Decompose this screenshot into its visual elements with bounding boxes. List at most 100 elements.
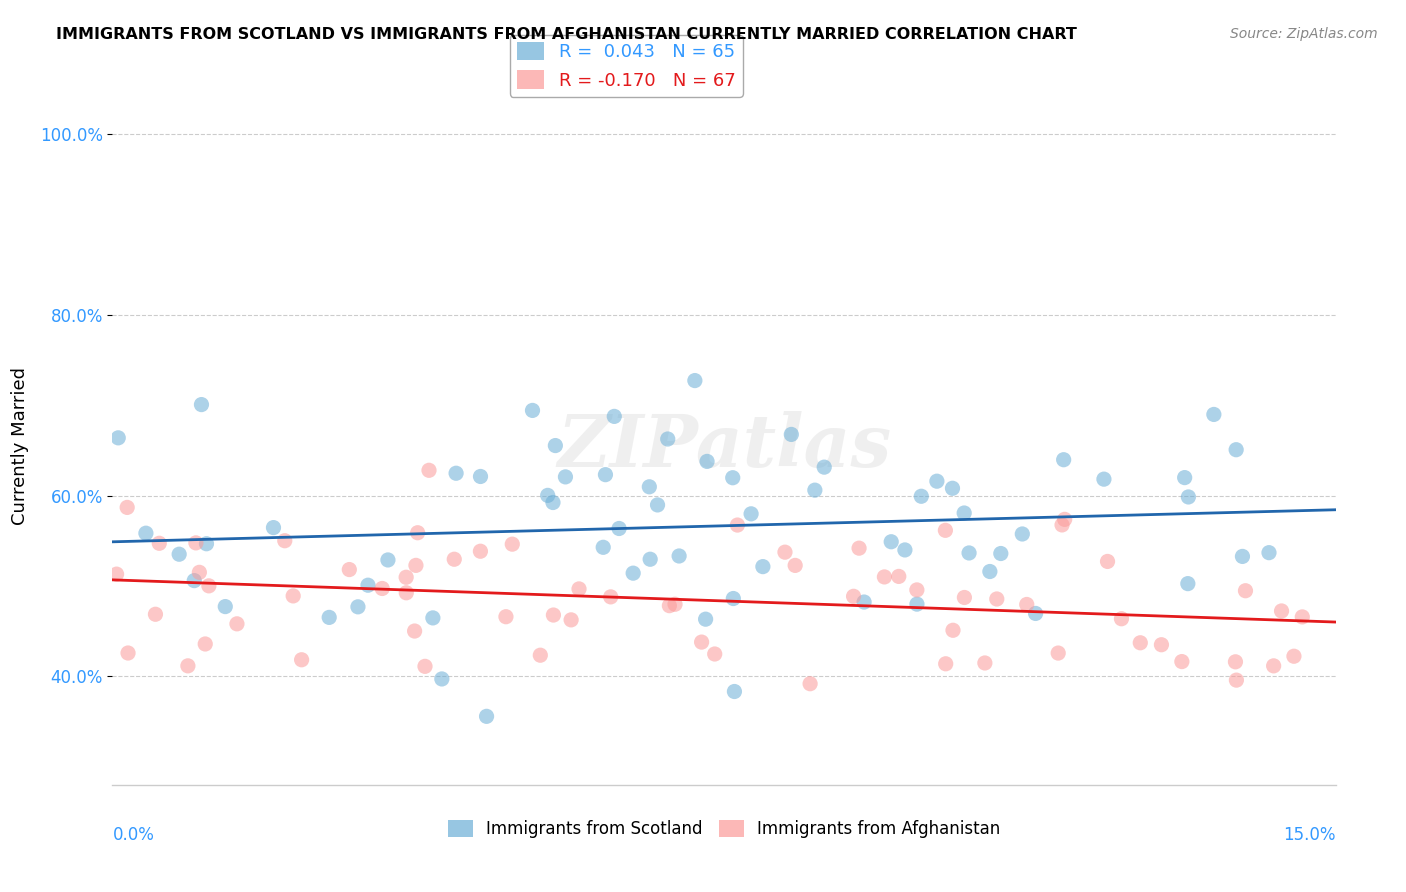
Afghanistan xyxy=(599,590,621,604)
Scotland xyxy=(107,431,129,445)
Scotland xyxy=(740,507,762,521)
Scotland xyxy=(696,454,718,468)
Scotland xyxy=(621,566,644,581)
Scotland xyxy=(723,591,745,606)
Afghanistan xyxy=(1291,610,1313,624)
Text: Source: ZipAtlas.com: Source: ZipAtlas.com xyxy=(1230,27,1378,41)
Afghanistan xyxy=(115,500,138,515)
Scotland xyxy=(167,547,190,561)
Afghanistan xyxy=(1270,604,1292,618)
Scotland xyxy=(1092,472,1115,486)
Afghanistan xyxy=(529,648,551,663)
Scotland xyxy=(813,460,835,475)
Afghanistan xyxy=(773,545,796,559)
Afghanistan xyxy=(404,624,426,638)
Scotland xyxy=(1177,490,1199,504)
Scotland xyxy=(668,549,690,563)
Afghanistan xyxy=(986,592,1008,607)
Scotland xyxy=(638,552,661,566)
Afghanistan xyxy=(935,657,957,671)
Afghanistan xyxy=(274,533,297,548)
Scotland xyxy=(190,398,212,412)
Afghanistan xyxy=(543,608,565,623)
Afghanistan xyxy=(560,613,582,627)
Scotland xyxy=(925,474,948,488)
Scotland xyxy=(1053,452,1076,467)
Scotland xyxy=(990,547,1012,561)
Afghanistan xyxy=(188,566,211,580)
Scotland xyxy=(607,521,630,535)
Scotland xyxy=(941,481,963,495)
Afghanistan xyxy=(291,653,314,667)
Scotland xyxy=(695,612,717,626)
Scotland xyxy=(1225,442,1247,457)
Scotland xyxy=(953,506,976,520)
Afghanistan xyxy=(953,591,976,605)
Afghanistan xyxy=(501,537,523,551)
Scotland xyxy=(804,483,827,498)
Legend: Immigrants from Scotland, Immigrants from Afghanistan: Immigrants from Scotland, Immigrants fro… xyxy=(441,813,1007,845)
Afghanistan xyxy=(799,676,821,690)
Scotland xyxy=(1202,408,1225,422)
Scotland xyxy=(1258,546,1281,560)
Afghanistan xyxy=(842,590,865,604)
Text: ZIPatlas: ZIPatlas xyxy=(557,410,891,482)
Afghanistan xyxy=(418,463,440,477)
Scotland xyxy=(1174,470,1197,484)
Afghanistan xyxy=(405,558,427,573)
Afghanistan xyxy=(337,563,360,577)
Afghanistan xyxy=(1111,612,1133,626)
Scotland xyxy=(430,672,453,686)
Afghanistan xyxy=(905,582,928,597)
Afghanistan xyxy=(395,570,418,584)
Scotland xyxy=(683,374,706,388)
Scotland xyxy=(894,543,917,558)
Afghanistan xyxy=(177,658,200,673)
Scotland xyxy=(522,403,544,417)
Afghanistan xyxy=(145,607,167,622)
Scotland xyxy=(554,470,576,484)
Scotland xyxy=(752,559,775,574)
Afghanistan xyxy=(413,659,436,673)
Afghanistan xyxy=(1234,583,1257,598)
Scotland xyxy=(880,534,903,549)
Afghanistan xyxy=(973,656,995,670)
Afghanistan xyxy=(117,646,139,660)
Text: 15.0%: 15.0% xyxy=(1284,826,1336,844)
Afghanistan xyxy=(658,599,681,613)
Scotland xyxy=(1011,527,1033,541)
Scotland xyxy=(905,597,928,611)
Scotland xyxy=(347,599,370,614)
Afghanistan xyxy=(226,616,249,631)
Scotland xyxy=(318,610,340,624)
Afghanistan xyxy=(395,586,418,600)
Scotland xyxy=(544,439,567,453)
Afghanistan xyxy=(184,536,207,550)
Scotland xyxy=(357,578,380,592)
Afghanistan xyxy=(1171,655,1194,669)
Scotland xyxy=(979,565,1001,579)
Afghanistan xyxy=(690,635,713,649)
Scotland xyxy=(603,409,626,424)
Afghanistan xyxy=(568,582,591,596)
Scotland xyxy=(910,489,932,503)
Afghanistan xyxy=(1129,636,1152,650)
Afghanistan xyxy=(1015,598,1038,612)
Afghanistan xyxy=(495,609,517,624)
Afghanistan xyxy=(942,624,965,638)
Scotland xyxy=(195,537,218,551)
Scotland xyxy=(657,432,679,446)
Afghanistan xyxy=(934,524,956,538)
Afghanistan xyxy=(443,552,465,566)
Scotland xyxy=(444,467,467,481)
Afghanistan xyxy=(873,570,896,584)
Afghanistan xyxy=(1047,646,1070,660)
Scotland xyxy=(537,488,560,502)
Scotland xyxy=(721,471,744,485)
Y-axis label: Currently Married: Currently Married xyxy=(11,367,28,525)
Afghanistan xyxy=(1282,649,1305,664)
Scotland xyxy=(135,526,157,541)
Scotland xyxy=(470,469,492,483)
Scotland xyxy=(475,709,498,723)
Afghanistan xyxy=(1097,554,1119,568)
